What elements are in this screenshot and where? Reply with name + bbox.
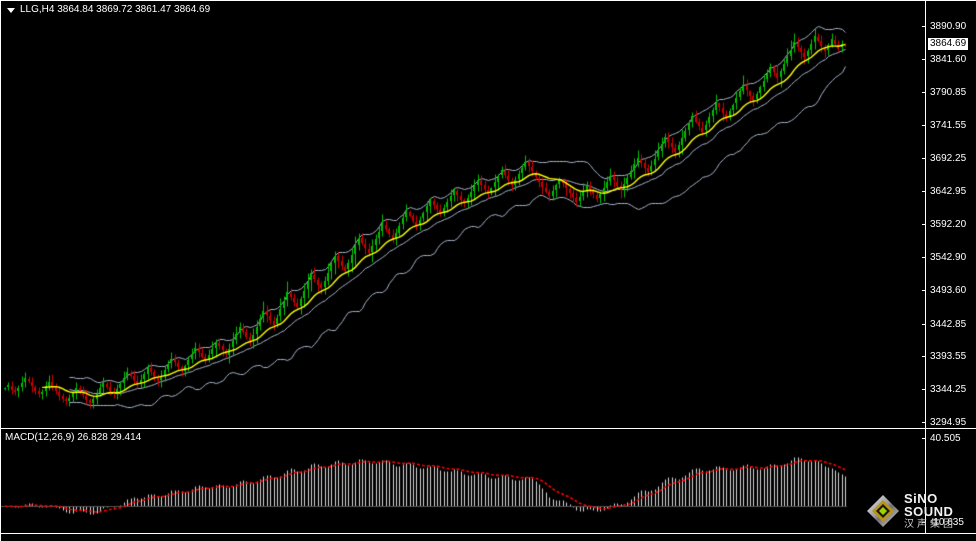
chart-collapse-icon[interactable] — [7, 8, 15, 13]
macd-tick-max: 40.505 — [922, 434, 961, 444]
macd-chart-canvas[interactable] — [1, 429, 925, 533]
price-tick: 3790.85 — [921, 88, 966, 98]
price-tick: 3493.60 — [921, 286, 966, 296]
window-bottom-border — [0, 533, 976, 534]
window-left-border — [0, 0, 1, 541]
price-chart-canvas[interactable] — [1, 1, 925, 428]
window-top-border — [0, 0, 976, 1]
price-tick: 3542.90 — [921, 253, 966, 263]
current-price-label: 3864.69 — [928, 38, 969, 51]
watermark-name-en: SiNO SOUND — [904, 491, 954, 519]
price-tick: 3393.55 — [921, 352, 966, 362]
macd-tick-min: -10.635 — [922, 518, 964, 528]
watermark-logo: SiNO SOUND 汉声集团 — [866, 492, 976, 530]
price-axis-border — [925, 0, 926, 533]
panel-divider — [0, 428, 976, 429]
price-tick: 3592.20 — [921, 220, 966, 230]
macd-readout: MACD(12,26,9) 26.828 29.414 — [5, 432, 142, 443]
price-tick: 3642.95 — [921, 186, 966, 197]
price-scale[interactable]: 3890.90 3841.60 3790.85 3741.55 3692.25 3642.… — [921, 0, 976, 533]
price-tick: 3890.90 — [921, 22, 966, 32]
watermark-name-cn: 汉声集团 — [904, 519, 956, 530]
price-tick: 3294.95 — [921, 418, 966, 428]
price-tick: 3692.25 — [921, 154, 966, 164]
price-tick: 3442.85 — [921, 319, 966, 330]
symbol-ohlc-readout: LLG,H4 3864.84 3869.72 3861.47 3864.69 — [20, 4, 211, 15]
diamond-logo-icon — [866, 494, 900, 528]
price-tick: 3344.25 — [921, 385, 966, 395]
price-tick: 3841.60 — [921, 54, 966, 65]
price-tick: 3741.55 — [921, 121, 966, 131]
